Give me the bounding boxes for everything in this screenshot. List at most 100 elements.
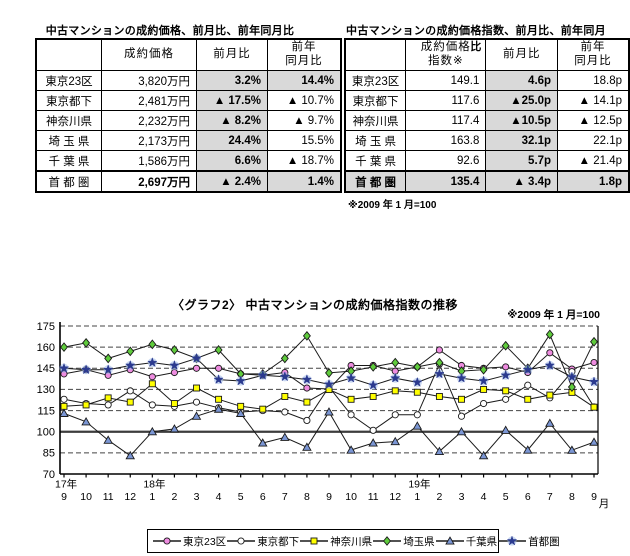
- diamond-marker: [302, 330, 311, 341]
- table-cell: 22.1p: [557, 130, 630, 151]
- triangle-marker: [567, 445, 577, 454]
- square-marker: [126, 398, 134, 406]
- table-cell: 6.6%: [196, 150, 268, 172]
- square-marker: [170, 400, 178, 407]
- triangle-marker: [434, 446, 445, 455]
- circle-marker: [502, 363, 510, 371]
- square-marker: [413, 388, 421, 396]
- x-month-label: 3: [459, 491, 465, 503]
- table-cell: ▲25.0p: [485, 90, 559, 111]
- table-cell: 149.1: [405, 70, 487, 91]
- legend-marker: [227, 537, 256, 545]
- table-cell: 東京23区: [344, 70, 407, 91]
- x-month-label: 8: [304, 491, 310, 503]
- circle-marker: [590, 358, 598, 367]
- diamond-marker: [104, 353, 113, 364]
- y-axis-label: 85: [43, 448, 55, 460]
- square-marker: [458, 395, 465, 403]
- triangle-marker: [346, 445, 356, 454]
- x-month-label: 6: [525, 491, 531, 503]
- table-cell: 117.4: [405, 110, 487, 131]
- star-marker: [456, 372, 467, 383]
- circle-marker: [524, 381, 532, 389]
- x-month-label: 12: [389, 491, 401, 503]
- x-month-label: 9: [326, 491, 332, 503]
- star-marker: [367, 379, 379, 390]
- diamond-marker: [280, 353, 289, 364]
- triangle-marker: [456, 426, 467, 436]
- circle-marker: [281, 408, 289, 416]
- triangle-marker: [103, 435, 113, 444]
- circle-marker: [192, 398, 201, 406]
- table-cell: ▲ 3.4p: [485, 170, 559, 193]
- legend-marker: [300, 537, 329, 545]
- square-marker: [281, 393, 289, 400]
- y-axis-label: 70: [43, 469, 55, 481]
- square-marker: [60, 402, 68, 410]
- circle-marker: [126, 387, 134, 395]
- legend-marker: [153, 537, 181, 545]
- table-cell: 15.5%: [267, 130, 342, 151]
- circle-marker: [148, 401, 156, 409]
- star-marker: [544, 359, 556, 370]
- table-header-cell: 前年 同月比: [267, 38, 342, 71]
- table-header-cell: [35, 38, 102, 71]
- x-month-label: 12: [124, 491, 136, 503]
- triangle-marker: [302, 442, 312, 451]
- square-marker: [237, 402, 245, 410]
- chart-legend: 東京23区 東京都下 神奈川県 埼玉県 千葉県 首都圏: [147, 529, 560, 553]
- x-month-label: 2: [171, 491, 177, 503]
- table-cell: ▲ 10.7%: [267, 90, 342, 111]
- circle-marker: [192, 364, 201, 372]
- series-markers-首都圏: [58, 352, 600, 390]
- triangle-marker: [545, 418, 555, 427]
- legend-marker: [373, 536, 402, 546]
- circle-marker: [413, 411, 421, 419]
- x-month-label: 1: [149, 491, 155, 503]
- star-marker: [257, 369, 269, 380]
- x-month-label: 1: [414, 491, 420, 503]
- circle-marker: [60, 395, 68, 403]
- triangle-marker: [213, 404, 224, 413]
- diamond-marker: [479, 364, 488, 375]
- table-row: 東京都下 2,481万円 ▲ 17.5% ▲ 10.7%: [35, 90, 342, 111]
- star-marker: [500, 369, 511, 380]
- triangle-marker: [324, 407, 334, 416]
- triangle-marker: [191, 411, 202, 420]
- star-marker: [147, 357, 158, 368]
- table-header-cell: 前年 同月比: [557, 38, 630, 71]
- triangle-marker: [368, 438, 378, 447]
- diamond-marker: [435, 357, 444, 368]
- circle-marker: [435, 346, 443, 354]
- diamond-marker: [383, 536, 392, 546]
- table-cell: ▲10.5p: [485, 110, 559, 131]
- table-cell: 4.6p: [485, 70, 559, 91]
- square-marker: [546, 391, 554, 399]
- table-cell: 14.4%: [267, 70, 342, 91]
- table-row: 首 都 圏 2,697万円 ▲ 2.4% 1.4%: [35, 170, 342, 193]
- table-row: 神奈川県 117.4 ▲10.5p ▲ 12.5p: [344, 110, 630, 131]
- square-marker: [259, 405, 267, 413]
- triangle-marker: [390, 436, 401, 446]
- star-marker: [434, 368, 445, 379]
- triangle-marker: [235, 408, 246, 417]
- chart-title: 〈グラフ2〉 中古マンションの成約価格指数の推移: [171, 298, 458, 312]
- circle-marker: [237, 537, 245, 545]
- table-header-cell: 前月比: [485, 38, 559, 71]
- diamond-marker: [545, 329, 554, 340]
- diamond-marker: [214, 345, 223, 355]
- circle-marker: [369, 426, 377, 434]
- table-cell: 2,232万円: [101, 110, 197, 131]
- square-marker: [590, 403, 598, 411]
- square-marker: [391, 387, 399, 395]
- table-cell: ▲ 21.4p: [557, 150, 630, 172]
- triangle-marker: [257, 438, 268, 447]
- circle-marker: [457, 412, 466, 420]
- x-year-label: 19年: [408, 478, 430, 491]
- square-marker: [435, 393, 443, 400]
- square-marker: [193, 384, 200, 392]
- diamond-marker: [82, 337, 91, 348]
- circle-marker: [502, 395, 510, 403]
- diamond-marker: [170, 345, 179, 355]
- diamond-marker: [148, 339, 157, 350]
